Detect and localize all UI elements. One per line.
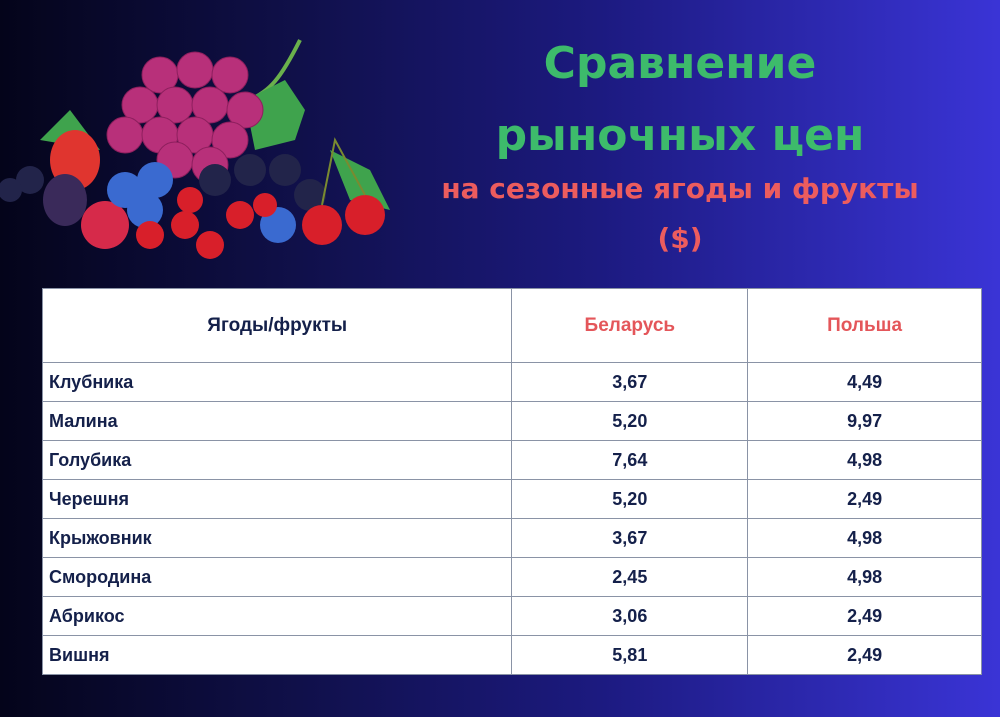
table-row: Клубника 3,67 4,49 [41,362,982,402]
belarus-price-cell: 3,67 [511,362,749,402]
table-header-row: Ягоды/фрукты Беларусь Польша [41,288,982,363]
poland-price-cell: 2,49 [747,596,982,636]
product-cell: Крыжовник [41,518,513,558]
product-cell: Вишня [41,635,513,675]
header-belarus: Беларусь [511,288,749,363]
belarus-price-cell: 2,45 [511,557,749,597]
product-cell: Черешня [41,479,513,519]
poland-price-cell: 9,97 [747,401,982,441]
table-row: Абрикос 3,06 2,49 [41,596,982,636]
belarus-price-cell: 5,81 [511,635,749,675]
header-product: Ягоды/фрукты [41,288,513,363]
berries-illustration [0,39,390,259]
currency-label: ($) [657,222,703,255]
belarus-price-cell: 7,64 [511,440,749,480]
title-line-2: рыночных цен [495,110,865,161]
product-cell: Голубика [41,440,513,480]
table-row: Крыжовник 3,67 4,98 [41,518,982,558]
title-line-1: Сравнение [543,38,817,89]
table-row: Вишня 5,81 2,49 [41,635,982,675]
poland-price-cell: 4,98 [747,557,982,597]
poland-price-cell: 4,49 [747,362,982,402]
product-cell: Малина [41,401,513,441]
poland-price-cell: 4,98 [747,518,982,558]
belarus-price-cell: 5,20 [511,401,749,441]
table-row: Голубика 7,64 4,98 [41,440,982,480]
price-table: Ягоды/фрукты Беларусь Польша Клубника 3,6… [41,288,982,675]
table-row: Смородина 2,45 4,98 [41,557,982,597]
product-cell: Клубника [41,362,513,402]
poland-price-cell: 4,98 [747,440,982,480]
belarus-price-cell: 3,06 [511,596,749,636]
table-row: Малина 5,20 9,97 [41,401,982,441]
belarus-price-cell: 5,20 [511,479,749,519]
header-poland: Польша [747,288,982,363]
subtitle: на сезонные ягоды и фрукты [441,172,919,205]
poland-price-cell: 2,49 [747,479,982,519]
product-cell: Смородина [41,557,513,597]
table-row: Черешня 5,20 2,49 [41,479,982,519]
product-cell: Абрикос [41,596,513,636]
poland-price-cell: 2,49 [747,635,982,675]
belarus-price-cell: 3,67 [511,518,749,558]
